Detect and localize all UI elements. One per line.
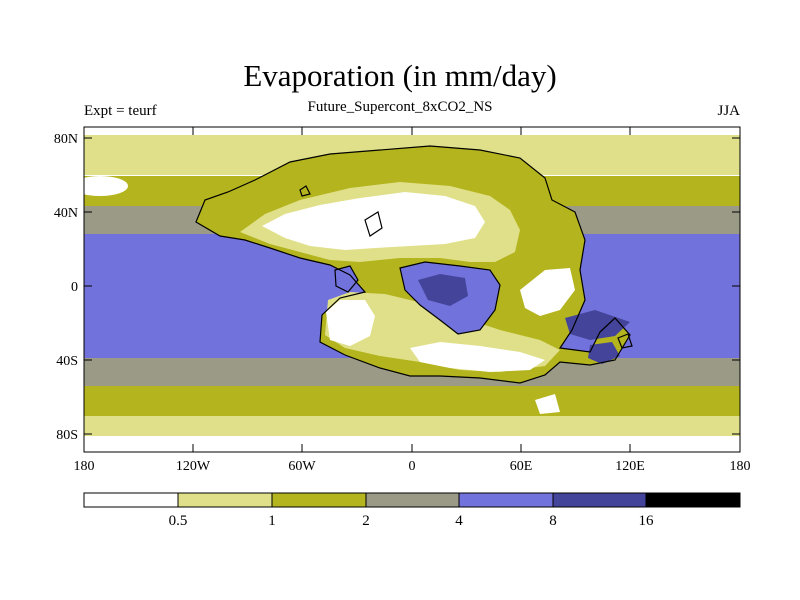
lon-label: 60W	[288, 459, 316, 474]
colorbar-box	[552, 492, 647, 508]
colorbar-box	[83, 492, 179, 508]
map-subtitle: Future_Supercont_8xCO2_NS	[307, 99, 493, 115]
evaporation-field	[84, 127, 740, 452]
lon-label: 120W	[176, 459, 211, 474]
lat-label: 40S	[56, 354, 78, 369]
colorbar-label: 8	[549, 513, 557, 529]
lat-label: 40N	[54, 206, 78, 221]
island-2	[299, 185, 311, 197]
white-pocket	[84, 176, 128, 196]
season-label: JJA	[717, 103, 740, 119]
colorbar-box	[645, 492, 741, 508]
coastlines	[195, 145, 633, 384]
antarctic-notch	[535, 394, 560, 414]
experiment-label: Expt = teurf	[84, 103, 157, 119]
colorbar-box	[177, 492, 273, 508]
colorbar-label: 0.5	[169, 513, 188, 529]
lon-label: 180	[730, 459, 751, 474]
colorbar-box	[365, 492, 460, 508]
colorbar-box	[458, 492, 554, 508]
deep-blue-south	[588, 342, 620, 364]
lon-label: 0	[409, 459, 416, 474]
colorbar-label: 2	[362, 513, 370, 529]
lon-label: 120E	[615, 459, 645, 474]
white-south-west	[326, 300, 375, 346]
blue-streak	[110, 264, 290, 276]
band-south-olive	[84, 386, 740, 418]
deep-blue-east	[565, 310, 630, 340]
lat-label: 80S	[56, 428, 78, 443]
colorbar-label: 1	[268, 513, 276, 529]
lat-label: 80N	[54, 132, 78, 147]
colorbar-label: 16	[639, 513, 655, 529]
map-title: Evaporation (in mm/day)	[243, 58, 557, 93]
lat-ticks	[84, 137, 740, 435]
lat-label: 0	[71, 280, 78, 295]
lon-label: 180	[74, 459, 95, 474]
colorbar-box	[271, 492, 367, 508]
white-east-patch	[520, 268, 575, 316]
colorbar-label: 4	[455, 513, 463, 529]
island-3	[617, 333, 633, 349]
pale-pocket	[600, 141, 720, 169]
white-dry-interior	[262, 192, 485, 250]
colorbar: 0.5 1 2 4 8 16	[83, 492, 741, 529]
inland-sea-deep	[418, 274, 468, 306]
band-antarctic-pale	[84, 416, 740, 438]
lon-label: 60E	[510, 459, 533, 474]
inland-sea-coastline	[399, 261, 501, 335]
lon-labels: 180 120W 60W 0 60E 120E 180	[74, 459, 751, 474]
island-1	[364, 211, 383, 237]
supercontinent-coastline	[195, 145, 631, 384]
lat-labels: 80N 40N 0 40S 80S	[54, 132, 78, 443]
gulf-west	[335, 266, 358, 292]
gulf-coastline	[334, 265, 359, 293]
white-south-central	[410, 342, 545, 372]
lon-ticks	[83, 127, 631, 452]
